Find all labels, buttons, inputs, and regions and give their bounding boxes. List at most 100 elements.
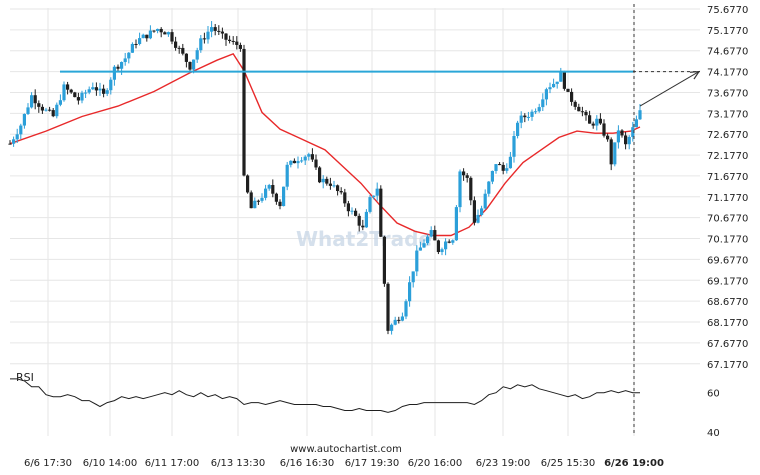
price-tick-label: 70.6770: [707, 214, 748, 225]
candle-up: [260, 197, 264, 201]
candle-up: [408, 282, 412, 302]
candle-down: [361, 225, 365, 228]
source-credit: www.autochartist.com: [290, 444, 402, 455]
time-axis: 6/6 17:30 6/10 14:00 6/11 17:00 6/13 13:30 6…: [24, 458, 664, 469]
candle-up: [199, 38, 203, 51]
candle-up: [148, 30, 152, 39]
candle-down: [246, 175, 250, 193]
price-tick-label: 69.6770: [707, 255, 748, 266]
time-tick-label: 6/23 19:00: [476, 458, 530, 469]
candle-down: [570, 91, 574, 102]
candle-up: [80, 92, 84, 101]
candle-up: [58, 100, 62, 105]
candle-up: [87, 89, 91, 93]
candle-up: [192, 59, 196, 70]
candle-up: [454, 207, 458, 241]
candle-up: [206, 31, 210, 40]
candle-up: [631, 127, 635, 137]
candle-up: [415, 250, 419, 272]
candle-up: [368, 197, 372, 212]
rsi-line: [10, 378, 640, 413]
candle-down: [217, 30, 221, 32]
time-tick-label: 6/6 17:30: [24, 458, 72, 469]
candle-down: [620, 130, 624, 136]
candle-up: [595, 118, 599, 126]
candle-up: [285, 164, 289, 187]
candle-down: [498, 164, 502, 166]
candle-up: [418, 247, 422, 251]
candle-down: [102, 88, 106, 94]
candle-up: [123, 58, 127, 63]
candle-down: [145, 34, 149, 39]
candle-up: [264, 188, 268, 198]
candle-down: [177, 47, 181, 49]
candle-up: [508, 156, 512, 169]
candle-down: [318, 167, 322, 183]
price-tick-label: 70.1770: [707, 235, 748, 246]
candle-up: [451, 240, 455, 243]
candle-down: [231, 40, 235, 42]
candle-down: [202, 38, 206, 40]
candle-down: [343, 192, 347, 204]
candle-up: [282, 186, 286, 207]
candle-up: [483, 193, 487, 209]
candle-down: [357, 215, 361, 226]
candle-down: [249, 192, 253, 209]
moving-average: [9, 53, 641, 237]
candle-down: [40, 106, 44, 111]
candle-down: [220, 31, 224, 34]
candle-up: [296, 161, 300, 164]
candle-up: [253, 200, 257, 209]
candle-up: [112, 66, 116, 80]
candle-down: [170, 32, 174, 42]
candle-down: [397, 319, 401, 321]
candle-down: [37, 103, 41, 107]
price-tick-label: 71.1770: [707, 193, 748, 204]
candle-down: [69, 89, 73, 93]
candle-down: [609, 139, 613, 165]
candle-down: [598, 118, 602, 124]
candle-down: [336, 185, 340, 192]
candle-down: [278, 201, 282, 207]
candle-down: [314, 159, 318, 168]
price-tick-label: 74.6770: [707, 47, 748, 58]
candle-down: [48, 109, 52, 111]
candle-up: [505, 168, 509, 171]
candle-down: [73, 92, 77, 98]
candle-up: [526, 116, 530, 118]
candle-down: [573, 101, 577, 107]
candle-down: [271, 185, 275, 194]
rsi-panel: [10, 378, 640, 413]
time-tick-label: 6/16 16:30: [280, 458, 334, 469]
candle-up: [480, 208, 484, 215]
candle-down: [379, 188, 383, 237]
candle-down: [33, 95, 37, 104]
candle-up: [444, 241, 448, 250]
candle-down: [566, 88, 570, 92]
candle-down: [94, 87, 98, 91]
price-tick-label: 74.1770: [707, 68, 748, 79]
candle-down: [163, 32, 167, 35]
candle-up: [555, 81, 559, 84]
candle-up: [422, 243, 426, 248]
candle-down: [580, 111, 584, 113]
rsi-label: RSI: [16, 371, 34, 384]
candle-up: [544, 89, 548, 100]
projection-layer: [633, 4, 701, 436]
candle-up: [372, 195, 376, 198]
price-tick-label: 68.6770: [707, 297, 748, 308]
candle-up: [490, 170, 494, 182]
candle-up: [321, 178, 325, 183]
candle-down: [436, 240, 440, 253]
candle-up: [84, 92, 88, 94]
candle-down: [523, 115, 527, 118]
candle-up: [476, 214, 480, 223]
candle-down: [469, 177, 473, 201]
candle-down: [181, 47, 185, 54]
candle-up: [350, 210, 354, 212]
candle-down: [66, 84, 70, 90]
candle-down: [584, 111, 588, 116]
price-tick-label: 68.1770: [707, 318, 748, 329]
candle-up: [516, 122, 520, 136]
price-tick-label: 71.6770: [707, 172, 748, 183]
